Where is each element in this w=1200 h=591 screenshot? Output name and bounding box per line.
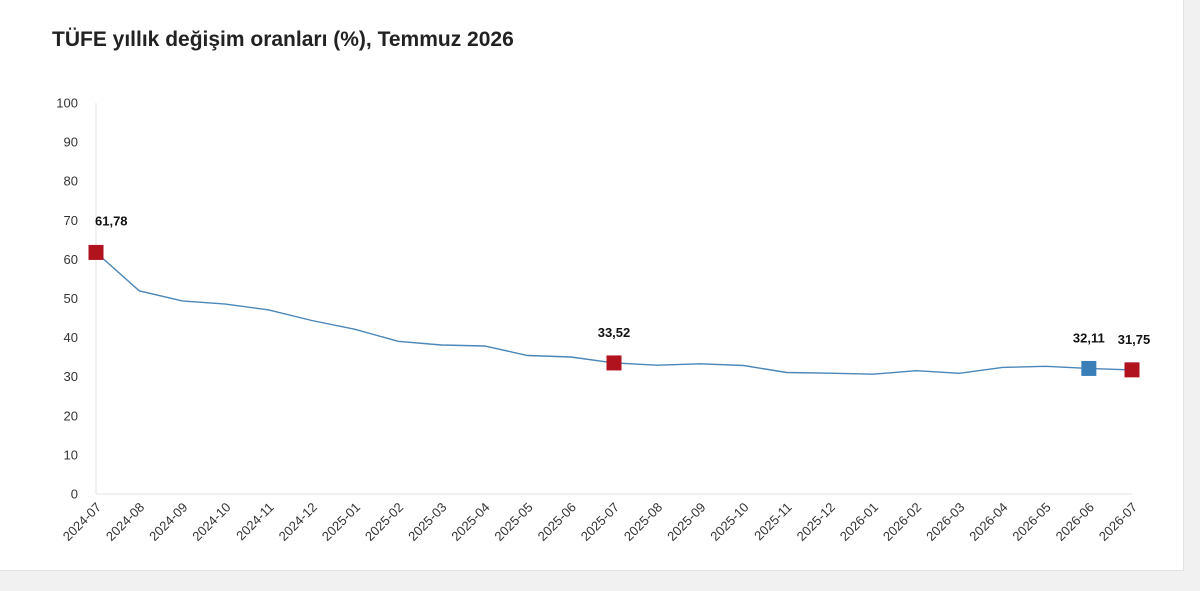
x-tick-label: 2026-04 [966,500,1010,544]
x-tick-label: 2025-07 [578,500,622,544]
x-tick-label: 2024-08 [103,500,147,544]
y-tick-label: 40 [64,330,78,345]
data-label: 33,52 [598,325,631,340]
x-tick-label: 2025-10 [707,500,751,544]
x-tick-label: 2025-06 [535,500,579,544]
x-tick-label: 2024-07 [60,500,104,544]
x-tick-label: 2025-01 [319,500,363,544]
chart-card: TÜFE yıllık değişim oranları (%), Temmuz… [0,0,1184,571]
y-tick-label: 20 [64,408,78,423]
x-tick-label: 2025-04 [448,500,492,544]
y-tick-label: 60 [64,252,78,267]
data-label: 32,11 [1073,330,1105,345]
y-tick-label: 0 [71,487,78,502]
chart-title: TÜFE yıllık değişim oranları (%), Temmuz… [52,28,514,51]
x-tick-label: 2024-12 [276,500,320,544]
x-tick-label: 2025-03 [405,500,449,544]
x-tick-label: 2024-10 [189,500,233,544]
data-label: 61,78 [95,213,128,228]
line-chart: 01020304050607080901002024-072024-082024… [56,96,1151,544]
x-tick-label: 2025-12 [794,500,838,544]
data-marker [606,355,622,371]
y-tick-label: 50 [64,291,78,306]
data-marker [1124,362,1140,378]
y-tick-label: 30 [64,369,78,384]
x-tick-label: 2026-05 [1009,500,1053,544]
x-tick-label: 2025-02 [362,500,406,544]
x-tick-label: 2024-11 [233,500,277,544]
y-tick-label: 70 [64,213,78,228]
x-tick-label: 2026-06 [1053,500,1097,544]
x-tick-label: 2026-01 [837,500,881,544]
x-tick-label: 2026-02 [880,500,924,544]
x-tick-label: 2026-07 [1096,500,1140,544]
y-tick-label: 80 [64,174,78,189]
x-tick-label: 2025-05 [491,500,535,544]
y-tick-label: 10 [64,447,78,462]
data-label: 31,75 [1118,332,1151,347]
x-tick-label: 2025-09 [664,500,708,544]
x-tick-label: 2025-08 [621,500,665,544]
x-tick-label: 2025-11 [751,500,795,544]
y-tick-label: 100 [56,96,78,111]
x-tick-label: 2026-03 [923,500,967,544]
data-marker [88,244,104,260]
x-tick-label: 2024-09 [146,500,190,544]
y-tick-label: 90 [64,135,78,150]
data-marker [1081,360,1097,376]
